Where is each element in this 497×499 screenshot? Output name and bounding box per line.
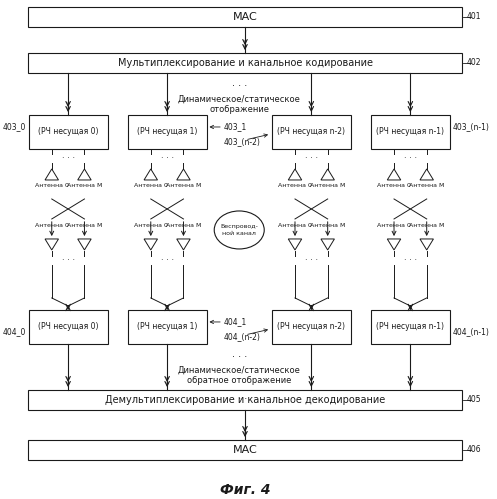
Text: Антенна 0: Антенна 0 <box>35 223 69 228</box>
Text: · · ·: · · · <box>62 256 75 265</box>
Text: Антенна 0: Антенна 0 <box>377 223 411 228</box>
Bar <box>28 440 462 460</box>
Text: Фиг. 4: Фиг. 4 <box>220 483 270 497</box>
Text: Антенна M: Антенна M <box>166 183 201 188</box>
Text: Мультиплексирование и канальное кодирование: Мультиплексирование и канальное кодирова… <box>117 58 373 68</box>
Bar <box>371 115 450 149</box>
Text: . . .: . . . <box>232 391 247 401</box>
Text: Антенна M: Антенна M <box>310 223 345 228</box>
Text: · · ·: · · · <box>161 155 173 164</box>
Text: (РЧ несущая 0): (РЧ несущая 0) <box>38 322 98 331</box>
Bar <box>29 310 107 344</box>
Polygon shape <box>78 169 91 180</box>
Ellipse shape <box>214 211 264 249</box>
Text: Динамическое/статическое
отображение: Динамическое/статическое отображение <box>178 95 301 114</box>
Text: Антенна M: Антенна M <box>310 183 345 188</box>
Text: (РЧ несущая 0): (РЧ несущая 0) <box>38 127 98 137</box>
Bar <box>29 115 107 149</box>
Text: (РЧ несущая n-1): (РЧ несущая n-1) <box>376 127 444 137</box>
Bar <box>272 115 351 149</box>
Polygon shape <box>45 169 59 180</box>
Bar <box>28 390 462 410</box>
Bar <box>128 310 207 344</box>
Text: (РЧ несущая 1): (РЧ несущая 1) <box>137 322 197 331</box>
Polygon shape <box>420 169 433 180</box>
Polygon shape <box>177 169 190 180</box>
Text: (РЧ несущая n-2): (РЧ несущая n-2) <box>277 127 345 137</box>
Text: 404_(n-1): 404_(n-1) <box>453 327 490 336</box>
Text: Антенна M: Антенна M <box>409 223 444 228</box>
Text: Антенна 0: Антенна 0 <box>278 223 312 228</box>
Polygon shape <box>321 239 334 250</box>
Text: 403_(n-1): 403_(n-1) <box>453 122 490 131</box>
Text: Антенна M: Антенна M <box>166 223 201 228</box>
Text: . . .: . . . <box>232 78 247 88</box>
Bar <box>128 115 207 149</box>
Text: · · ·: · · · <box>62 155 75 164</box>
Text: Антенна 0: Антенна 0 <box>377 183 411 188</box>
Text: 403_(n-2): 403_(n-2) <box>224 138 261 147</box>
Text: Антенна M: Антенна M <box>67 223 102 228</box>
Polygon shape <box>321 169 334 180</box>
Text: Антенна 0: Антенна 0 <box>278 183 312 188</box>
Text: (РЧ несущая n-1): (РЧ несущая n-1) <box>376 322 444 331</box>
Text: 405: 405 <box>466 395 481 405</box>
Text: Антенна 0: Антенна 0 <box>134 183 167 188</box>
Bar <box>371 310 450 344</box>
Text: Антенна 0: Антенна 0 <box>134 223 167 228</box>
Text: 402: 402 <box>466 58 481 67</box>
Text: Антенна M: Антенна M <box>409 183 444 188</box>
Bar <box>272 310 351 344</box>
Polygon shape <box>45 239 59 250</box>
Text: · · ·: · · · <box>305 256 318 265</box>
Text: (РЧ несущая 1): (РЧ несущая 1) <box>137 127 197 137</box>
Text: 404_1: 404_1 <box>224 317 247 326</box>
Polygon shape <box>288 239 302 250</box>
Text: · · ·: · · · <box>404 256 417 265</box>
Polygon shape <box>78 239 91 250</box>
Text: · · ·: · · · <box>161 256 173 265</box>
Polygon shape <box>387 239 401 250</box>
Text: . . .: . . . <box>232 349 247 359</box>
Polygon shape <box>387 169 401 180</box>
Text: Динамическое/статическое
обратное отображение: Динамическое/статическое обратное отобра… <box>178 366 301 385</box>
Bar <box>28 53 462 73</box>
Text: · · ·: · · · <box>404 155 417 164</box>
Polygon shape <box>144 169 158 180</box>
Text: MAC: MAC <box>233 12 257 22</box>
Text: Антенна 0: Антенна 0 <box>35 183 69 188</box>
Text: Демультиплексирование и канальное декодирование: Демультиплексирование и канальное декоди… <box>105 395 385 405</box>
Bar <box>28 7 462 27</box>
Text: (РЧ несущая n-2): (РЧ несущая n-2) <box>277 322 345 331</box>
Text: 403_1: 403_1 <box>224 122 247 131</box>
Polygon shape <box>420 239 433 250</box>
Text: Антенна M: Антенна M <box>67 183 102 188</box>
Text: · · ·: · · · <box>305 155 318 164</box>
Text: 401: 401 <box>466 12 481 21</box>
Polygon shape <box>177 239 190 250</box>
Text: 406: 406 <box>466 446 481 455</box>
Polygon shape <box>288 169 302 180</box>
Text: 403_0: 403_0 <box>2 122 26 131</box>
Text: 404_0: 404_0 <box>2 327 26 336</box>
Text: 404_(n-2): 404_(n-2) <box>224 332 261 341</box>
Text: MAC: MAC <box>233 445 257 455</box>
Text: Беспровод-
ной канал: Беспровод- ной канал <box>220 225 258 236</box>
Polygon shape <box>144 239 158 250</box>
